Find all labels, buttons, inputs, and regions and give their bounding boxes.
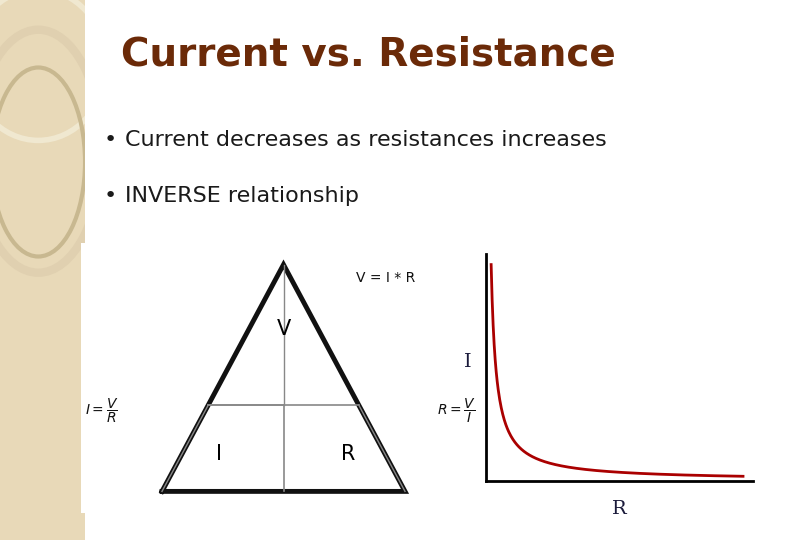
Text: I: I bbox=[215, 443, 222, 464]
Text: R: R bbox=[341, 443, 356, 464]
Text: V: V bbox=[276, 319, 291, 340]
Text: $I = \dfrac{V}{R}$: $I = \dfrac{V}{R}$ bbox=[85, 396, 118, 424]
Text: •: • bbox=[103, 186, 117, 206]
Text: •: • bbox=[103, 130, 117, 150]
Text: Current decreases as resistances increases: Current decreases as resistances increas… bbox=[125, 130, 607, 150]
Text: V = I * R: V = I * R bbox=[356, 271, 416, 285]
Text: $R = \dfrac{V}{I}$: $R = \dfrac{V}{I}$ bbox=[437, 396, 476, 424]
Text: I: I bbox=[464, 353, 471, 371]
Text: R: R bbox=[612, 500, 627, 518]
Text: INVERSE relationship: INVERSE relationship bbox=[125, 186, 359, 206]
Text: Current vs. Resistance: Current vs. Resistance bbox=[122, 35, 616, 73]
